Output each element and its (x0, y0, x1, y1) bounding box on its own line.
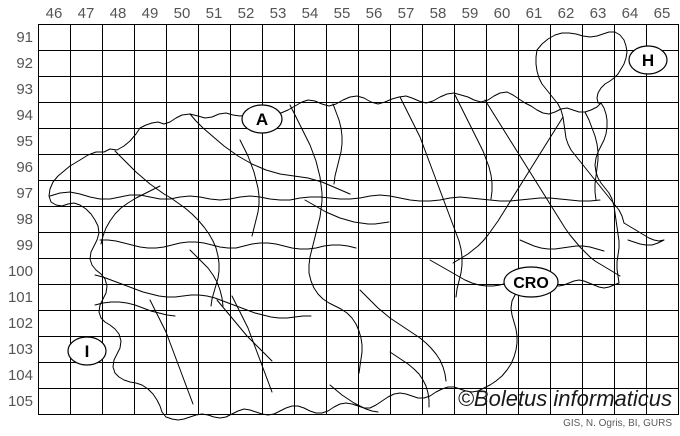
axis-tick-label-y: 99 (16, 237, 33, 254)
country-code-ellipse (628, 45, 668, 75)
axis-tick-label-x: 57 (398, 5, 415, 22)
country-code-ellipse (241, 104, 283, 134)
interior-line-7 (452, 116, 564, 264)
axis-tick-label-x: 55 (334, 5, 351, 22)
border-east-tail (623, 222, 665, 246)
interior-line-9 (94, 274, 312, 319)
axis-tick-label-x: 62 (558, 5, 575, 22)
axis-tick-label-y: 94 (16, 107, 33, 124)
interior-line-10 (149, 299, 194, 405)
axis-tick-label-y: 103 (8, 341, 33, 358)
axis-tick-label-x: 54 (302, 5, 319, 22)
interior-line-16 (100, 185, 161, 245)
country-code-text: CRO (513, 275, 549, 292)
axis-tick-label-y: 91 (16, 29, 33, 46)
axis-tick-label-y: 100 (8, 263, 33, 280)
axis-labels-left: 91 92 93 94 95 96 97 98 99 100 101 102 103 104 105 (8, 29, 33, 410)
interior-line-20 (389, 351, 430, 408)
border-northeast-panhandle (536, 31, 628, 104)
axis-tick-label-y: 93 (16, 81, 33, 98)
interior-line-24 (519, 239, 605, 252)
axis-tick-label-x: 64 (622, 5, 639, 22)
interior-line-6 (484, 99, 621, 277)
country-code-markers: A H I CRO (67, 45, 668, 366)
axis-tick-label-y: 104 (8, 367, 33, 384)
country-code-text: A (256, 110, 268, 129)
axis-tick-label-y: 95 (16, 133, 33, 150)
axis-tick-label-x: 46 (46, 5, 63, 22)
interior-line-15 (332, 103, 343, 185)
axis-tick-label-x: 61 (526, 5, 543, 22)
interior-line-11 (231, 295, 273, 393)
axis-tick-label-y: 92 (16, 55, 33, 72)
interior-line-14 (239, 139, 260, 237)
interior-line-3 (189, 113, 351, 195)
axis-tick-label-x: 58 (430, 5, 447, 22)
copyright-label: ©Boletus informaticus (458, 386, 672, 411)
axis-tick-label-x: 49 (142, 5, 159, 22)
country-code-marker-i: I (67, 336, 107, 366)
country-code-ellipse (67, 336, 107, 366)
axis-tick-label-x: 47 (78, 5, 95, 22)
country-code-text: H (642, 51, 654, 70)
country-code-marker-a: A (241, 104, 283, 134)
country-code-ellipse (503, 266, 559, 298)
border-north (69, 91, 602, 167)
coordinate-grid (37, 23, 680, 416)
axis-tick-label-x: 60 (494, 5, 511, 22)
axis-tick-label-x: 50 (174, 5, 191, 22)
border-southwest (165, 384, 491, 421)
interior-line-12 (359, 289, 447, 382)
axis-labels-top: 46 47 48 49 50 51 52 53 54 55 56 57 58 59 60 61 62 63 64 65 (46, 5, 671, 22)
axis-tick-label-x: 51 (206, 5, 223, 22)
border-east (594, 102, 620, 284)
axis-tick-label-x: 63 (590, 5, 607, 22)
axis-tick-label-y: 105 (8, 393, 33, 410)
axis-tick-label-y: 97 (16, 185, 33, 202)
axis-tick-label-x: 48 (110, 5, 127, 22)
axis-tick-label-x: 56 (366, 5, 383, 22)
axis-tick-label-y: 96 (16, 159, 33, 176)
interior-line-18 (584, 111, 599, 201)
grid-frame (37, 23, 680, 416)
axis-tick-label-y: 98 (16, 211, 33, 228)
axis-tick-label-x: 53 (270, 5, 287, 22)
country-code-marker-cro: CRO (503, 266, 559, 298)
country-code-marker-h: H (628, 45, 668, 75)
interior-line-25 (329, 384, 379, 413)
axis-tick-label-y: 101 (8, 289, 33, 306)
country-code-text: I (85, 342, 90, 361)
interior-line-5 (399, 96, 463, 298)
attribution-label: GIS, N. Ogris, BI, GURS (563, 418, 672, 429)
interior-line-22 (304, 199, 390, 225)
border-northeast-left (535, 49, 625, 224)
interior-line-17 (454, 94, 493, 200)
axis-tick-label-y: 102 (8, 315, 33, 332)
border-northwest (48, 165, 167, 418)
axis-tick-label-x: 65 (654, 5, 671, 22)
axis-tick-label-x: 59 (462, 5, 479, 22)
axis-tick-label-x: 52 (238, 5, 255, 22)
interior-line-8 (99, 239, 357, 250)
